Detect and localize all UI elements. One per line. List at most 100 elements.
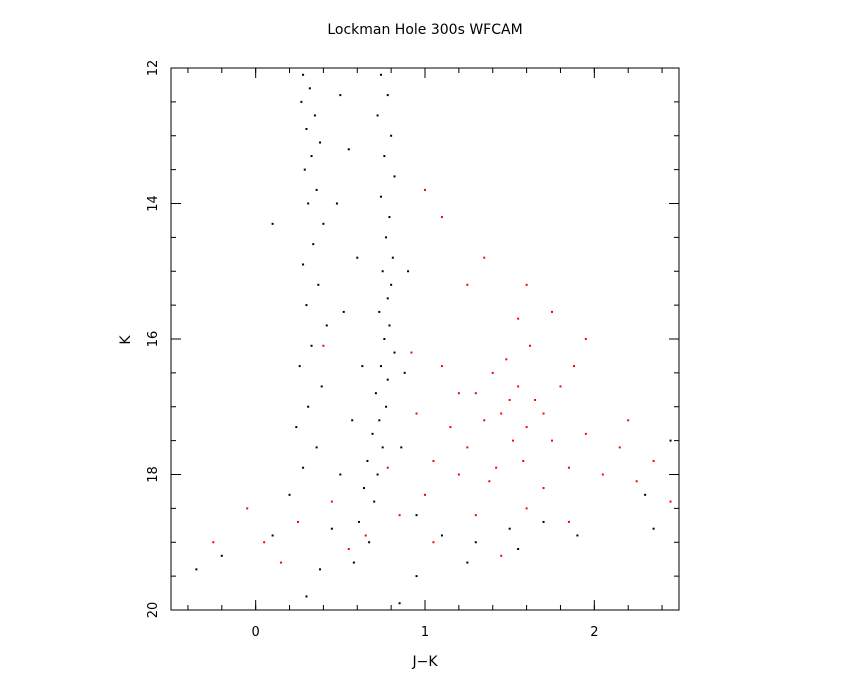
scatter-point xyxy=(466,561,469,564)
scatter-point xyxy=(542,520,545,523)
scatter-point xyxy=(525,426,528,429)
scatter-point xyxy=(669,500,672,503)
scatter-point xyxy=(495,466,498,469)
scatter-point xyxy=(440,534,443,537)
scatter-point xyxy=(483,256,486,259)
scatter-point xyxy=(376,473,379,476)
scatter-point xyxy=(576,534,579,537)
scatter-point xyxy=(508,527,511,530)
scatter-point xyxy=(528,344,531,347)
y-tick-label: 16 xyxy=(146,331,161,348)
scatter-point xyxy=(512,439,515,442)
scatter-point xyxy=(410,351,413,354)
scatter-point xyxy=(424,493,426,496)
scatter-point xyxy=(325,324,328,327)
scatter-point xyxy=(220,554,223,557)
scatter-point xyxy=(573,365,576,368)
scatter-point xyxy=(307,405,310,408)
scatter-point xyxy=(307,202,310,205)
y-tick-label: 12 xyxy=(146,60,161,77)
scatter-point xyxy=(300,100,303,103)
scatter-point xyxy=(534,398,537,401)
scatter-point xyxy=(522,459,525,462)
scatter-point xyxy=(567,520,570,523)
scatter-point xyxy=(432,459,435,462)
scatter-point xyxy=(652,527,655,530)
scatter-point xyxy=(305,595,308,598)
x-axis-label: J−K xyxy=(411,654,438,670)
scatter-point xyxy=(312,243,315,246)
scatter-point xyxy=(305,304,308,307)
scatter-point xyxy=(393,351,396,354)
scatter-point xyxy=(315,188,318,191)
scatter-point xyxy=(361,365,364,368)
scatter-point xyxy=(388,216,391,219)
scatter-point xyxy=(320,385,323,388)
scatter-point xyxy=(339,94,342,97)
scatter-point xyxy=(379,73,382,76)
scatter-point xyxy=(457,392,460,395)
scatter-point xyxy=(347,148,350,151)
scatter-point xyxy=(669,439,672,442)
scatter-point xyxy=(449,426,452,429)
scatter-point xyxy=(627,419,630,422)
scatter-point xyxy=(302,263,305,266)
scatter-point xyxy=(315,446,318,449)
scatter-point xyxy=(551,310,553,313)
scatter-point xyxy=(390,283,393,286)
chart-title: Lockman Hole 300s WFCAM xyxy=(327,22,522,38)
scatter-point xyxy=(391,256,394,259)
scatter-point xyxy=(508,398,511,401)
scatter-point xyxy=(488,480,491,483)
scatter-point xyxy=(347,548,350,551)
scatter-point xyxy=(542,412,545,415)
data-points xyxy=(195,73,672,605)
scatter-point xyxy=(398,602,401,605)
scatter-point xyxy=(305,127,308,130)
scatter-point xyxy=(415,575,418,578)
scatter-point xyxy=(263,541,266,544)
y-tick-label: 14 xyxy=(146,195,161,212)
scatter-point xyxy=(295,426,298,429)
scatter-point xyxy=(303,168,306,171)
scatter-point xyxy=(517,385,520,388)
scatter-point xyxy=(440,365,443,368)
scatter-point xyxy=(525,283,528,286)
scatter-point xyxy=(351,419,354,422)
scatter-point xyxy=(483,419,486,422)
scatter-point xyxy=(559,385,562,388)
scatter-point xyxy=(313,114,316,117)
scatter-point xyxy=(474,514,477,517)
scatter-point xyxy=(368,541,371,544)
scatter-point xyxy=(457,473,460,476)
scatter-point xyxy=(363,487,366,490)
scatter-point xyxy=(517,317,520,320)
scatter-point xyxy=(212,541,215,544)
scatter-point xyxy=(383,155,386,158)
scatter-point xyxy=(505,358,508,361)
x-tick-label: 2 xyxy=(590,625,598,640)
plot-frame xyxy=(170,67,680,611)
scatter-point xyxy=(310,344,313,347)
scatter-point xyxy=(383,338,386,340)
scatter-point xyxy=(352,561,355,564)
scatter-point xyxy=(542,487,545,490)
scatter-point xyxy=(308,87,311,90)
scatter-point xyxy=(378,310,381,313)
scatter-point xyxy=(424,188,426,191)
scatter-point xyxy=(415,514,418,517)
scatter-point xyxy=(400,446,403,449)
scatter-point xyxy=(288,493,291,496)
scatter-point xyxy=(330,500,333,503)
scatter-point xyxy=(491,371,494,374)
scatter-point xyxy=(388,324,391,327)
scatter-point xyxy=(567,466,570,469)
scatter-point xyxy=(319,141,322,144)
scatter-point xyxy=(403,371,406,374)
scatter-point xyxy=(385,236,388,239)
x-tick-label: 0 xyxy=(252,625,260,640)
scatter-point xyxy=(618,446,621,449)
scatter-point xyxy=(366,459,369,462)
scatter-point xyxy=(432,541,435,544)
scatter-point xyxy=(330,527,333,530)
